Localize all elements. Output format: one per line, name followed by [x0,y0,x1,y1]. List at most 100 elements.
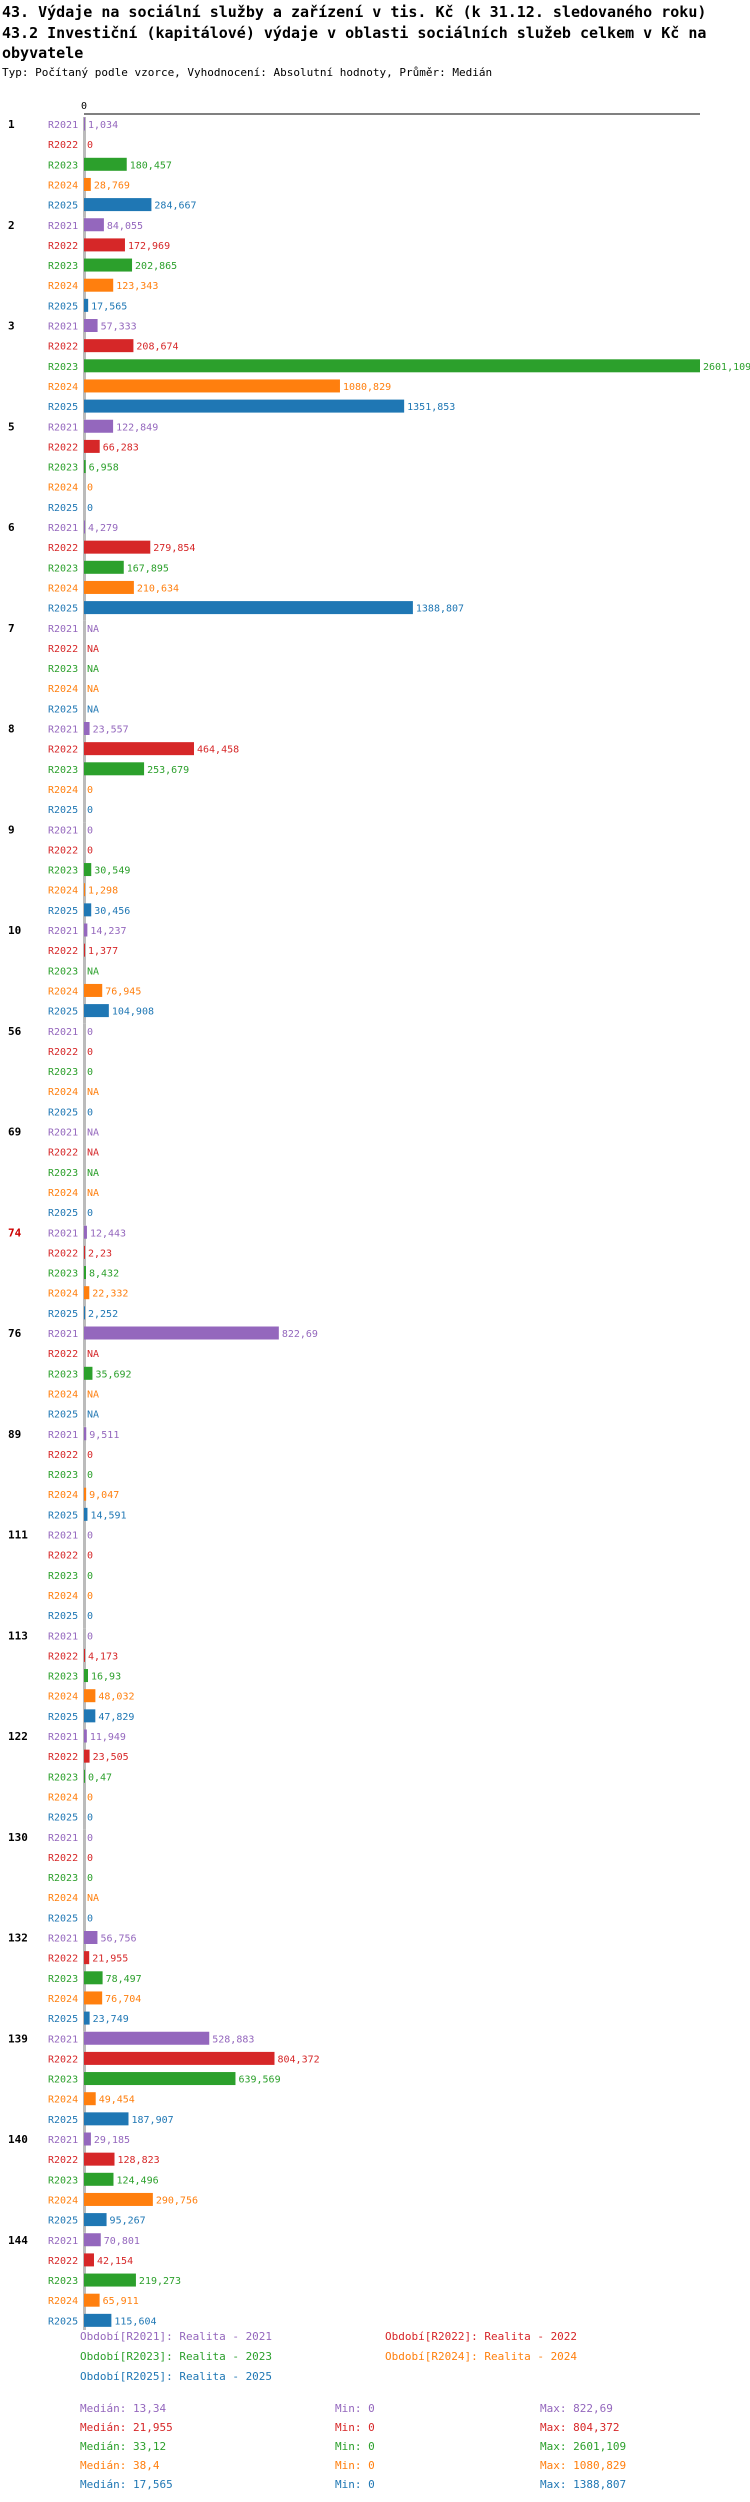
value-label: NA [87,644,99,655]
value-label: 464,458 [197,745,239,756]
series-label: R2023 [48,1067,78,1078]
chart-type-line: Typ: Počítaný podle vzorce, Vyhodnocení:… [2,66,493,79]
value-label: 0 [87,1208,93,1219]
series-label: R2024 [48,2195,78,2206]
bar [84,983,103,997]
value-label: NA [87,1410,99,1421]
series-label: R2023 [48,765,78,776]
bar [84,2031,210,2045]
bar [84,419,114,433]
value-label: NA [87,1893,99,1904]
value-label: 0 [87,1853,93,1864]
series-label: R2024 [48,583,78,594]
bar [84,1689,96,1703]
series-label: R2023 [48,1873,78,1884]
value-label: 0,47 [88,1772,112,1783]
series-label: R2022 [48,1954,78,1965]
bar [84,2172,114,2186]
value-label: 104,908 [112,1007,154,1018]
series-label: R2022 [48,2054,78,2065]
legend-stat-max: Max: 1080,829 [540,2459,627,2472]
bar [84,1427,87,1441]
legend-stat-min: Min: 0 [335,2478,375,2491]
series-label: R2025 [48,1107,78,1118]
series-label: R2021 [48,1329,78,1340]
bar [84,2152,115,2166]
value-label: 23,557 [93,725,129,736]
legend-item: Období[R2023]: Realita - 2023 [80,2350,273,2363]
value-label: NA [87,684,99,695]
value-label: 0 [87,1450,93,1461]
series-label: R2024 [48,1389,78,1400]
bar [84,2051,275,2065]
value-label: 23,505 [93,1752,129,1763]
value-label: 0 [87,1631,93,1642]
series-label: R2023 [48,866,78,877]
legend: Období[R2021]: Realita - 2021 Období[R202… [0,2330,750,2502]
group-label: 6 [8,521,15,534]
bar [84,1266,86,1280]
bar [84,2112,129,2126]
bar [84,218,104,232]
bar [84,1225,87,1239]
series-label: R2022 [48,442,78,453]
group-label: 7 [8,622,15,635]
series-label: R2023 [48,664,78,675]
bar [84,2253,94,2267]
value-label: 22,332 [92,1289,128,1300]
value-label: 210,634 [137,583,179,594]
bar [84,2192,153,2206]
group-label: 144 [8,2234,28,2247]
series-label: R2024 [48,1792,78,1803]
series-label: R2023 [48,1974,78,1985]
value-label: 202,865 [135,261,177,272]
value-label: NA [87,704,99,715]
value-label: NA [87,1148,99,1159]
series-label: R2025 [48,805,78,816]
value-label: 0 [87,140,93,151]
group-label: 56 [8,1025,22,1038]
series-label: R2024 [48,1087,78,1098]
bar [84,923,88,937]
group-label: 8 [8,723,15,736]
series-label: R2022 [48,241,78,252]
value-label: 0 [87,1591,93,1602]
value-label: 1,034 [88,120,118,131]
series-label: R2022 [48,1148,78,1159]
bar [84,2213,107,2227]
bar [84,2132,91,2146]
value-label: 0 [87,1873,93,1884]
bar [84,2072,236,2086]
series-label: R2022 [48,2155,78,2166]
series-label: R2023 [48,1269,78,1280]
legend-stat-max: Max: 804,372 [540,2421,620,2434]
bar [84,1326,279,1340]
legend-stat-median: Medián: 33,12 [80,2440,167,2453]
series-label: R2021 [48,2135,78,2146]
bar [84,359,700,373]
group-baseline [83,1124,86,1226]
legend-stat-median: Medián: 17,565 [80,2478,173,2491]
series-label: R2023 [48,1672,78,1683]
series-label: R2021 [48,725,78,736]
bar [84,560,124,574]
series-label: R2022 [48,1047,78,1058]
value-label: 2,252 [88,1309,118,1320]
series-label: R2022 [48,140,78,151]
value-label: 0 [87,1792,93,1803]
series-label: R2025 [48,2216,78,2227]
value-label: 0 [87,503,93,514]
series-label: R2021 [48,2034,78,2045]
value-label: NA [87,1087,99,1098]
bar [84,1648,85,1662]
value-label: 123,343 [116,281,158,292]
bar [84,117,85,131]
series-label: R2024 [48,1289,78,1300]
series-label: R2024 [48,1692,78,1703]
series-label: R2024 [48,180,78,191]
bar [84,2313,112,2327]
value-label: 0 [87,825,93,836]
bar [84,238,125,252]
value-label: 1351,853 [407,402,455,413]
legend-stat-max: Max: 2601,109 [540,2440,627,2453]
